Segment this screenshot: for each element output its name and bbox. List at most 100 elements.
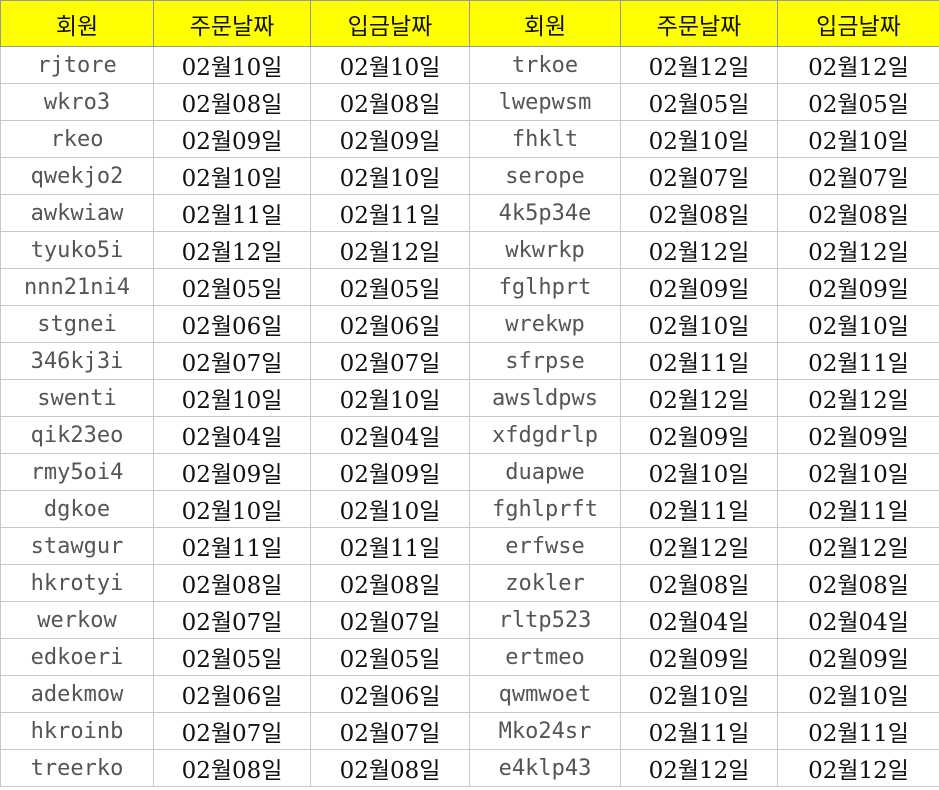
member-cell: fglhprt <box>469 268 621 306</box>
member-cell: rmy5oi4 <box>0 453 154 491</box>
member-cell: awsldpws <box>469 379 621 417</box>
table-row: hkroinb 02월07일 02월07일 Mko24sr 02월11일 02월11일 <box>0 712 939 750</box>
table-row: rkeo 02월09일 02월09일 fhklt 02월10일 02월10일 <box>0 120 939 158</box>
date-cell: 02월08일 <box>777 564 939 602</box>
date-cell: 02월10일 <box>620 305 778 343</box>
member-cell: sfrpse <box>469 342 621 380</box>
date-cell: 02월07일 <box>153 601 311 639</box>
member-cell: swenti <box>0 379 154 417</box>
date-cell: 02월09일 <box>310 120 470 158</box>
date-cell: 02월10일 <box>777 675 939 713</box>
date-cell: 02월06일 <box>153 675 311 713</box>
table-row: wkro3 02월08일 02월08일 lwepwsm 02월05일 02월05일 <box>0 83 939 121</box>
date-cell: 02월04일 <box>620 601 778 639</box>
member-cell: zokler <box>469 564 621 602</box>
date-cell: 02월11일 <box>777 712 939 750</box>
date-cell: 02월10일 <box>777 453 939 491</box>
date-cell: 02월12일 <box>620 749 778 787</box>
table-row: edkoeri 02월05일 02월05일 ertmeo 02월09일 02월09일 <box>0 638 939 676</box>
date-cell: 02월04일 <box>310 416 470 454</box>
member-cell: fghlprft <box>469 490 621 528</box>
date-cell: 02월06일 <box>153 305 311 343</box>
date-cell: 02월08일 <box>310 749 470 787</box>
member-cell: hkroinb <box>0 712 154 750</box>
date-cell: 02월11일 <box>310 527 470 565</box>
member-cell: tyuko5i <box>0 231 154 269</box>
member-cell: adekmow <box>0 675 154 713</box>
date-cell: 02월08일 <box>153 749 311 787</box>
member-cell: werkow <box>0 601 154 639</box>
table-row: nnn21ni4 02월05일 02월05일 fglhprt 02월09일 02월09일 <box>0 268 939 306</box>
member-cell: treerko <box>0 749 154 787</box>
member-cell: dgkoe <box>0 490 154 528</box>
date-cell: 02월10일 <box>310 46 470 84</box>
date-cell: 02월10일 <box>310 157 470 195</box>
date-cell: 02월05일 <box>153 268 311 306</box>
date-cell: 02월10일 <box>310 379 470 417</box>
member-cell: serope <box>469 157 621 195</box>
member-cell: qwekjo2 <box>0 157 154 195</box>
date-cell: 02월08일 <box>620 194 778 232</box>
date-cell: 02월10일 <box>620 453 778 491</box>
table-row: dgkoe 02월10일 02월10일 fghlprft 02월11일 02월11일 <box>0 490 939 528</box>
member-cell: trkoe <box>469 46 621 84</box>
date-cell: 02월11일 <box>620 490 778 528</box>
member-cell: edkoeri <box>0 638 154 676</box>
date-cell: 02월10일 <box>620 675 778 713</box>
date-cell: 02월08일 <box>310 83 470 121</box>
date-cell: 02월10일 <box>153 46 311 84</box>
date-cell: 02월12일 <box>620 379 778 417</box>
date-cell: 02월09일 <box>777 638 939 676</box>
table-row: stgnei 02월06일 02월06일 wrekwp 02월10일 02월10일 <box>0 305 939 343</box>
date-cell: 02월07일 <box>310 601 470 639</box>
header-cell: 주문날짜 <box>620 0 778 47</box>
date-cell: 02월05일 <box>310 268 470 306</box>
header-cell: 입금날짜 <box>310 0 470 47</box>
date-cell: 02월09일 <box>620 638 778 676</box>
date-cell: 02월10일 <box>153 490 311 528</box>
date-cell: 02월07일 <box>310 712 470 750</box>
member-cell: nnn21ni4 <box>0 268 154 306</box>
table-row: awkwiaw 02월11일 02월11일 4k5p34e 02월08일 02월08일 <box>0 194 939 232</box>
date-cell: 02월05일 <box>310 638 470 676</box>
date-cell: 02월12일 <box>620 46 778 84</box>
date-cell: 02월11일 <box>310 194 470 232</box>
table-row: swenti 02월10일 02월10일 awsldpws 02월12일 02월12일 <box>0 379 939 417</box>
date-cell: 02월08일 <box>620 564 778 602</box>
date-cell: 02월10일 <box>777 305 939 343</box>
date-cell: 02월07일 <box>620 157 778 195</box>
date-cell: 02월12일 <box>777 231 939 269</box>
date-cell: 02월08일 <box>310 564 470 602</box>
member-cell: stawgur <box>0 527 154 565</box>
date-cell: 02월11일 <box>777 342 939 380</box>
date-cell: 02월11일 <box>777 490 939 528</box>
member-cell: e4klp43 <box>469 749 621 787</box>
date-cell: 02월12일 <box>777 749 939 787</box>
date-cell: 02월08일 <box>777 194 939 232</box>
date-cell: 02월11일 <box>153 194 311 232</box>
table-row: werkow 02월07일 02월07일 rltp523 02월04일 02월04일 <box>0 601 939 639</box>
table-row: stawgur 02월11일 02월11일 erfwse 02월12일 02월12일 <box>0 527 939 565</box>
member-cell: rjtore <box>0 46 154 84</box>
member-cell: 4k5p34e <box>469 194 621 232</box>
member-cell: rltp523 <box>469 601 621 639</box>
date-cell: 02월09일 <box>777 268 939 306</box>
member-cell: ertmeo <box>469 638 621 676</box>
table-row: tyuko5i 02월12일 02월12일 wkwrkp 02월12일 02월12일 <box>0 231 939 269</box>
date-cell: 02월12일 <box>777 527 939 565</box>
date-cell: 02월12일 <box>153 231 311 269</box>
member-cell: qwmwoet <box>469 675 621 713</box>
header-cell: 회원 <box>469 0 621 47</box>
header-cell: 주문날짜 <box>153 0 311 47</box>
date-cell: 02월10일 <box>153 379 311 417</box>
date-cell: 02월07일 <box>310 342 470 380</box>
date-cell: 02월04일 <box>153 416 311 454</box>
member-cell: xfdgdrlp <box>469 416 621 454</box>
date-cell: 02월09일 <box>620 268 778 306</box>
table-row: qwekjo2 02월10일 02월10일 serope 02월07일 02월07일 <box>0 157 939 195</box>
date-cell: 02월09일 <box>153 453 311 491</box>
date-cell: 02월09일 <box>777 416 939 454</box>
member-cell: hkrotyi <box>0 564 154 602</box>
date-cell: 02월09일 <box>310 453 470 491</box>
date-cell: 02월12일 <box>620 231 778 269</box>
